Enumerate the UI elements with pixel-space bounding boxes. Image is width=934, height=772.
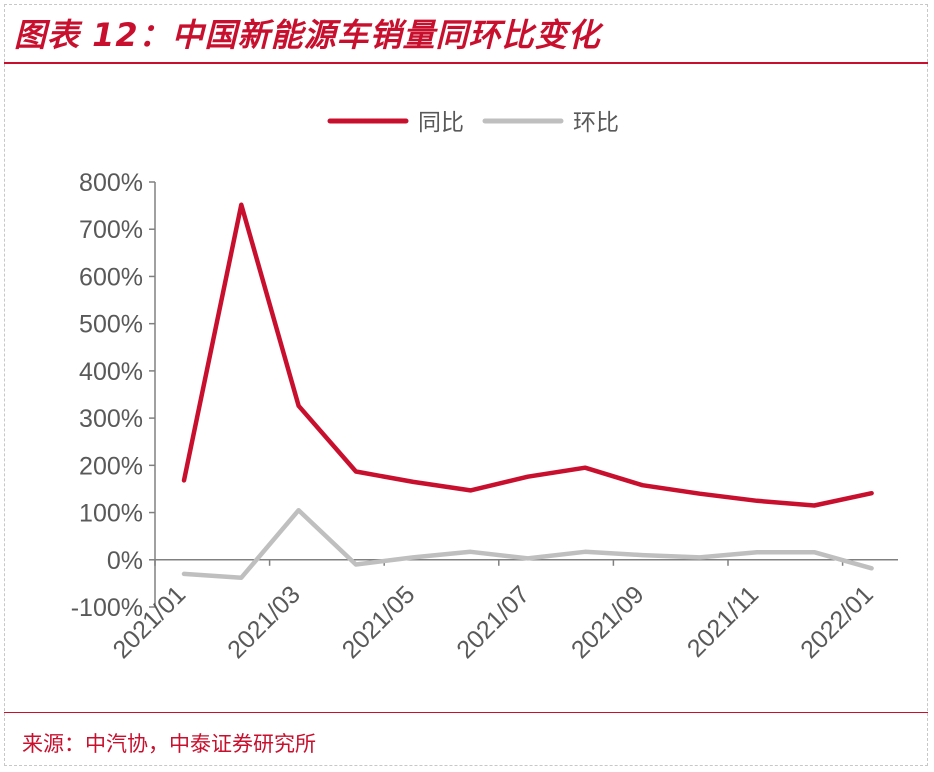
y-axis: -100% 0% 100% 200% 300% 400% 500% 600% 700% 800% <box>71 169 156 622</box>
y-tick-label: 100% <box>79 500 143 528</box>
chart-frame <box>4 4 928 766</box>
series-layer <box>181 202 874 580</box>
title-divider <box>4 62 928 64</box>
y-tick-label: 300% <box>79 405 143 433</box>
x-tick-label: 2021/11 <box>682 580 764 662</box>
legend-label-yoy: 同比 <box>418 110 464 136</box>
x-tick-label: 2021/05 <box>337 580 421 664</box>
source-divider <box>4 712 928 713</box>
y-tick-label: 0% <box>107 547 143 575</box>
legend: 同比 环比 <box>327 110 619 136</box>
chart-title: 图表 12：中国新能源车销量同环比变化 <box>14 16 601 54</box>
source-note: 来源：中汽协，中泰证券研究所 <box>22 732 316 756</box>
x-tick-label: 2021/01 <box>108 580 192 664</box>
series-line-mom <box>181 507 874 580</box>
y-tick-label: 400% <box>79 358 143 386</box>
y-tick-label: 500% <box>79 311 143 339</box>
x-tick-label: 2021/09 <box>566 580 650 664</box>
x-tick-label: 2021/03 <box>222 580 306 664</box>
y-tick-label: 800% <box>79 169 143 197</box>
x-tick-label: 2022/01 <box>795 580 879 664</box>
x-tick-label: 2021/07 <box>451 580 535 664</box>
y-tick-label: 200% <box>79 452 143 480</box>
y-tick-label: 700% <box>79 216 143 244</box>
legend-label-mom: 环比 <box>573 110 619 136</box>
y-tick-label: -100% <box>71 594 143 622</box>
y-tick-label: 600% <box>79 263 143 291</box>
series-line-yoy <box>181 202 874 508</box>
